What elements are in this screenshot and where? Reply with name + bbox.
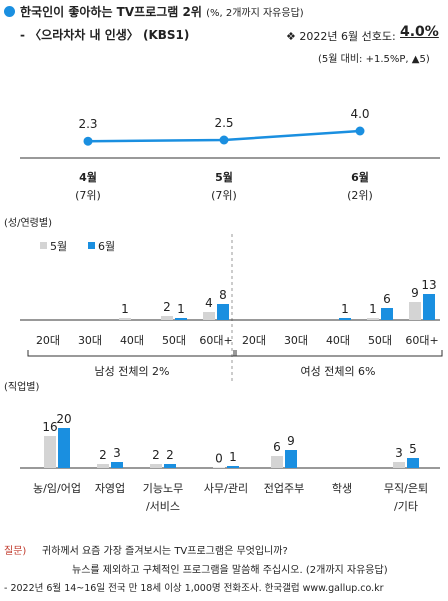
age-value-label: 1 [341,302,349,316]
job-bar [227,466,239,468]
job-bar [271,456,283,468]
trend-point [219,135,229,145]
job-value-label: 2 [166,448,174,462]
job-value-label: 9 [287,434,295,448]
program-name: - 〈으라차차 내 인생〉 (KBS1) [20,28,190,42]
job-category-label: 무직/은퇴 [384,482,428,495]
title-note: (%, 2개까지 자유응답) [206,8,304,19]
job-value-label: 0 [215,452,223,466]
job-value-label: 3 [113,446,121,460]
job-category-label: /기타 [394,500,418,513]
age-category-label: 20대 [242,334,266,347]
job-value-label: 2 [99,448,107,462]
legend-swatch-may [40,242,47,249]
job-category-label: /서비스 [146,500,180,513]
age-category-label: 60대+ [199,334,232,347]
age-category-label: 50대 [368,334,392,347]
rank-label: (7위) [211,189,237,202]
age-bar [119,318,131,320]
job-bar [393,462,405,468]
job-bar [150,464,162,468]
bullet-icon [4,6,15,17]
age-value-label: 1 [121,302,129,316]
group-label: 남성 전체의 2% [94,365,169,378]
month-label: 6월 [351,170,369,184]
age-value-label: 6 [383,292,391,306]
job-category-label: 전업주부 [264,482,304,495]
rank-label: (2위) [347,189,373,202]
age-bar [367,318,379,320]
month-label: 5월 [215,170,233,184]
rank-label: (7위) [75,189,101,202]
job-value-label: 1 [229,450,237,464]
job-bar [44,436,56,468]
age-value-label: 2 [163,300,171,314]
age-bar [339,318,351,320]
preference-label: ❖ 2022년 6월 선호도: [286,30,396,43]
age-value-label: 9 [411,286,419,300]
change-note: (5월 대비: +1.5%P, ▲5) [318,54,430,65]
job-bar [285,450,297,468]
age-bar [423,294,435,320]
question-label: 질문) [4,546,27,557]
job-value-label: 6 [273,440,281,454]
job-bar [58,428,70,468]
age-category-label: 40대 [120,334,144,347]
age-category-label: 30대 [284,334,308,347]
age-bar [409,302,421,320]
job-value-label: 16 [42,420,57,434]
job-value-label: 20 [56,412,71,426]
question-text: 귀하께서 요즘 가장 즐겨보시는 TV프로그램은 무엇입니까? [42,546,288,557]
age-category-label: 50대 [162,334,186,347]
age-category-label: 20대 [36,334,60,347]
job-value-label: 3 [395,446,403,460]
age-value-label: 8 [219,288,227,302]
preference-value: 4.0% [400,24,439,40]
question-text-2: 뉴스를 제외하고 구체적인 프로그램을 말씀해 주십시오. (2개까지 자유응답… [72,565,388,576]
job-value-label: 2 [152,448,160,462]
age-value-label: 1 [369,302,377,316]
job-category-label: 농/임/어업 [33,482,81,495]
age-bar [203,312,215,320]
title: 한국인이 좋아하는 TV프로그램 2위 (%, 2개까지 자유응답) [20,3,304,20]
job-bar [97,464,109,468]
month-label: 4월 [79,170,97,184]
job-category-label: 자영업 [95,482,125,495]
group-bracket [27,350,237,357]
age-category-label: 40대 [326,334,350,347]
age-bar [381,308,393,320]
job-bar [213,467,225,468]
job-bar [164,464,176,468]
job-category-label: 사무/관리 [204,482,248,495]
trend-value-label: 4.0 [350,107,369,121]
job-bar [407,458,419,468]
legend-label-june: 6월 [98,240,115,253]
source-note: - 2022년 6월 14~16일 전국 만 18세 이상 1,000명 전화조… [4,583,384,594]
age-bar [217,304,229,320]
job-bar [111,462,123,468]
age-category-label: 30대 [78,334,102,347]
age-category-label: 60대+ [405,334,438,347]
age-value-label: 13 [421,278,436,292]
legend-swatch-june [88,242,95,249]
legend-label-may: 5월 [50,240,67,253]
age-section-label: (성/연령별) [4,218,52,229]
age-value-label: 4 [205,296,213,310]
title-main: 한국인이 좋아하는 TV프로그램 2위 [20,5,202,19]
age-bar [175,318,187,320]
trend-value-label: 2.3 [78,117,97,131]
age-bar [161,316,173,320]
job-value-label: 5 [409,442,417,456]
age-value-label: 1 [177,302,185,316]
job-category-label: 기능노무 [143,482,183,495]
trend-point [83,136,93,146]
group-label: 여성 전체의 6% [300,365,375,378]
trend-value-label: 2.5 [214,116,233,130]
trend-point [355,126,365,136]
job-category-label: 학생 [332,482,352,495]
group-bracket [233,350,443,357]
job-section-label: (직업별) [4,382,40,393]
